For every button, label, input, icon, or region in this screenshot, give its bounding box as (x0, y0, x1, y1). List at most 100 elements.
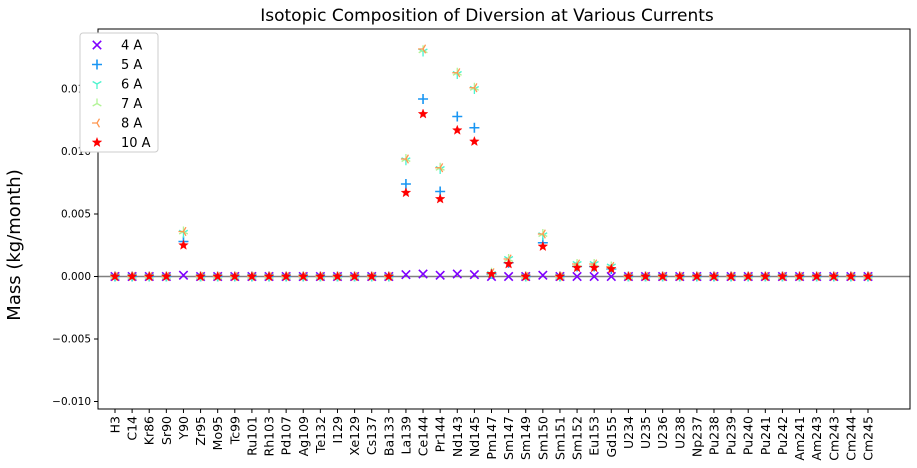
data-point (777, 270, 788, 282)
data-point (263, 270, 275, 282)
legend-frame (79, 32, 159, 153)
x-tick-label: Sm147 (501, 416, 516, 460)
data-point (417, 108, 429, 119)
chart-title: Isotopic Composition of Diversion at Var… (260, 6, 714, 26)
data-point (109, 270, 121, 282)
x-tick-label: Pu239 (724, 416, 739, 455)
data-point (452, 269, 463, 279)
x-tick-label: Pr144 (433, 416, 448, 452)
data-point (332, 270, 343, 282)
data-point (657, 270, 668, 282)
x-tick-label: Xe129 (347, 416, 362, 456)
data-point (760, 270, 771, 282)
data-point (297, 270, 309, 282)
data-point (572, 271, 582, 282)
x-tick-label: Ru101 (244, 416, 259, 456)
data-point (400, 187, 412, 198)
data-point (469, 269, 480, 280)
y-tick-label: 0.000 (61, 271, 91, 283)
data-point (246, 270, 258, 282)
legend-marker (92, 98, 102, 107)
x-tick-label: Ba133 (381, 416, 396, 456)
legend-label: 5 A (121, 58, 142, 73)
y-tick-label: 0.005 (61, 209, 91, 221)
x-tick-label: Pu241 (758, 416, 773, 455)
x-tick-label: Mo95 (210, 416, 225, 450)
x-tick-label: Cs137 (364, 416, 379, 455)
legend-marker (92, 118, 101, 128)
x-tick-label: Zr95 (193, 416, 208, 446)
data-point (725, 270, 737, 282)
data-point (537, 240, 549, 252)
x-tick-label: Gd155 (604, 416, 619, 457)
legend-label: 7 A (121, 97, 142, 112)
x-tick-label: Pu240 (741, 416, 756, 455)
data-point (554, 270, 566, 282)
x-tick-label: Rh103 (262, 416, 277, 456)
data-point (469, 122, 480, 133)
data-point (691, 270, 703, 282)
data-point (862, 270, 874, 282)
data-point (212, 270, 223, 282)
x-tick-label: Cm245 (861, 416, 876, 461)
plot-frame (97, 28, 911, 410)
data-point (451, 124, 463, 135)
legend-label: 8 A (121, 117, 142, 132)
data-point (366, 270, 378, 282)
data-point (503, 271, 514, 282)
x-tick-label: Sr90 (159, 416, 174, 445)
x-tick-label: Pd107 (279, 416, 294, 455)
x-tick-label: Eu153 (587, 416, 602, 456)
data-point (640, 270, 651, 282)
x-tick-label: Sm149 (518, 416, 533, 460)
data-point (794, 270, 805, 282)
data-point (229, 270, 241, 282)
legend-marker (92, 80, 102, 89)
data-point (520, 270, 532, 282)
data-point (435, 270, 445, 281)
data-point (503, 258, 514, 269)
legend: 4 A 5 A 6 A 7 A 8 A 10 A (79, 32, 159, 153)
data-point (383, 270, 395, 282)
data-point (828, 270, 840, 282)
x-tick-label: Pu242 (775, 416, 790, 455)
x-tick-label: Am243 (809, 416, 824, 461)
x-tick-label: U238 (672, 416, 687, 449)
data-point (143, 270, 155, 282)
legend-label: 6 A (121, 78, 142, 93)
data-point (401, 269, 411, 280)
x-tick-label: Cm243 (826, 416, 841, 461)
x-tick-label: Sm150 (535, 416, 550, 460)
data-point (418, 94, 429, 104)
x-tick-label: Pu238 (706, 416, 721, 455)
x-tick-label: Sm151 (552, 416, 567, 460)
data-point (400, 154, 409, 164)
data-point (674, 270, 686, 282)
data-point (469, 83, 478, 93)
data-point (486, 268, 497, 279)
data-point (537, 229, 546, 239)
data-point (623, 270, 634, 282)
data-point (280, 270, 292, 282)
data-point (178, 239, 189, 250)
x-tick-label: Nd145 (467, 416, 482, 457)
x-tick-label: Ce144 (416, 416, 431, 456)
x-tick-label: Pm147 (484, 416, 499, 460)
x-tick-label: Am241 (792, 416, 807, 461)
x-tick-label: H3 (108, 416, 123, 433)
data-point (811, 270, 822, 282)
data-point (178, 226, 187, 237)
x-tick-label: Nd143 (450, 416, 465, 457)
data-point (538, 270, 548, 281)
data-point (418, 269, 428, 279)
legend-marker (92, 59, 102, 70)
x-tick-label: I129 (330, 416, 345, 444)
x-tick-label: Ag109 (296, 416, 311, 456)
legend-label: 4 A (121, 39, 142, 54)
x-tick-label: U236 (655, 416, 670, 449)
data-point (845, 270, 857, 282)
x-tick-label: Sm152 (570, 416, 585, 460)
data-point (588, 262, 600, 273)
